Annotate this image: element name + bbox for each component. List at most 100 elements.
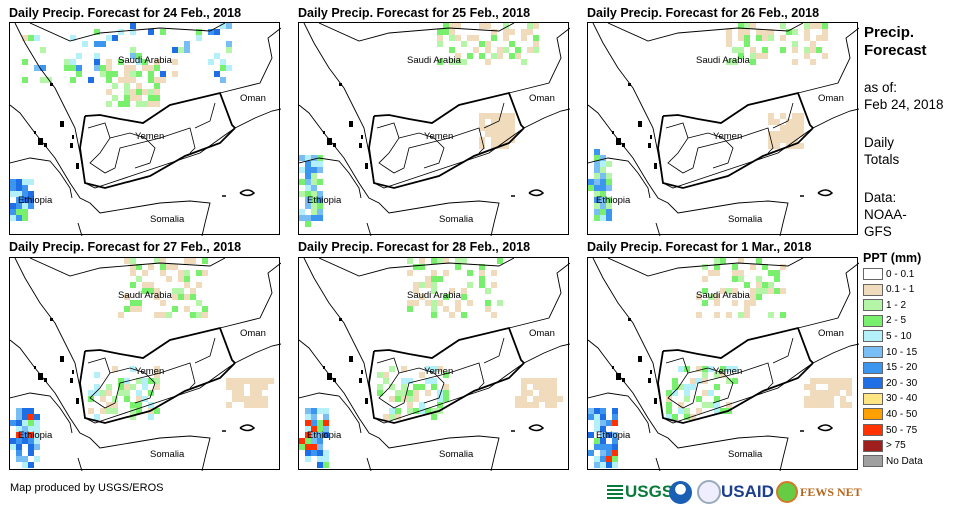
- precip-cell: [810, 396, 816, 402]
- precip-cell: [317, 191, 323, 197]
- precip-cell: [16, 185, 22, 191]
- precip-cell: [527, 29, 533, 35]
- precip-cell: [377, 384, 383, 390]
- precip-cell: [28, 438, 34, 444]
- precip-cell: [395, 396, 401, 402]
- precip-cell: [515, 396, 521, 402]
- precip-cell: [10, 444, 16, 450]
- precip-cell: [822, 53, 828, 59]
- precip-cell: [196, 300, 202, 306]
- country-label-saudi: Saudi Arabia: [696, 290, 750, 301]
- precip-cell: [503, 131, 509, 137]
- precip-cell: [142, 65, 148, 71]
- precip-cell: [515, 47, 521, 53]
- precip-cell: [130, 71, 136, 77]
- precip-cell: [702, 300, 708, 306]
- precip-cell: [10, 420, 16, 426]
- precip-cell: [792, 59, 798, 65]
- precip-cell: [750, 53, 756, 59]
- precip-cell: [762, 282, 768, 288]
- precip-cell: [136, 306, 142, 312]
- precip-cell: [16, 203, 22, 209]
- precip-cell: [612, 450, 618, 456]
- precip-cell: [756, 282, 762, 288]
- precip-cell: [16, 438, 22, 444]
- precip-cell: [485, 23, 491, 29]
- precip-cell: [437, 366, 443, 372]
- precip-cell: [431, 300, 437, 306]
- precip-cell: [455, 306, 461, 312]
- precip-cell: [250, 384, 256, 390]
- precip-cell: [768, 35, 774, 41]
- precip-cell: [142, 270, 148, 276]
- precip-cell: [220, 23, 226, 29]
- precip-cell: [497, 53, 503, 59]
- precip-cell: [810, 384, 816, 390]
- precip-cell: [533, 378, 539, 384]
- precip-cell: [34, 35, 40, 41]
- precip-cell: [467, 300, 473, 306]
- precip-cell: [124, 390, 130, 396]
- precip-cell: [696, 408, 702, 414]
- precip-cell: [726, 402, 732, 408]
- precip-cell: [684, 414, 690, 420]
- precip-cell: [449, 47, 455, 53]
- precip-cell: [600, 209, 606, 215]
- precip-cell: [34, 444, 40, 450]
- precip-cell: [34, 456, 40, 462]
- precip-cell: [413, 264, 419, 270]
- precip-cell: [262, 378, 268, 384]
- precip-cell: [551, 384, 557, 390]
- precip-cell: [184, 47, 190, 53]
- precip-cell: [232, 396, 238, 402]
- precip-cell: [708, 402, 714, 408]
- precip-cell: [118, 59, 124, 65]
- precip-cell: [94, 29, 100, 35]
- precip-cell: [178, 276, 184, 282]
- precip-cell: [822, 35, 828, 41]
- precip-cell: [407, 306, 413, 312]
- precip-cell: [323, 462, 329, 468]
- precip-cell: [678, 408, 684, 414]
- precip-cell: [557, 396, 563, 402]
- precip-cell: [389, 396, 395, 402]
- precip-cell: [311, 161, 317, 167]
- precip-cell: [551, 396, 557, 402]
- precip-cell: [178, 288, 184, 294]
- precip-cell: [503, 137, 509, 143]
- legend-swatch: [863, 424, 883, 436]
- precip-cell: [485, 41, 491, 47]
- precip-cell: [533, 47, 539, 53]
- precip-cell: [449, 29, 455, 35]
- precip-cell: [124, 89, 130, 95]
- country-label-oman: Oman: [818, 93, 844, 104]
- precip-cell: [714, 372, 720, 378]
- precip-cell: [600, 420, 606, 426]
- precip-cell: [401, 396, 407, 402]
- precip-cell: [262, 384, 268, 390]
- usaid-logo: USAID: [721, 480, 774, 504]
- precip-cell: [792, 125, 798, 131]
- precip-cell: [497, 131, 503, 137]
- precip-cell: [588, 185, 594, 191]
- precip-cell: [323, 432, 329, 438]
- precip-cell: [389, 384, 395, 390]
- precip-cell: [34, 414, 40, 420]
- precip-cell: [461, 312, 467, 318]
- precip-cell: [527, 390, 533, 396]
- precip-cell: [612, 462, 618, 468]
- legend-title: PPT (mm): [863, 251, 922, 265]
- precip-cell: [768, 29, 774, 35]
- precip-cell: [503, 119, 509, 125]
- legend-label: 0.1 - 1: [886, 284, 915, 296]
- country-label-saudi: Saudi Arabia: [118, 55, 172, 66]
- precip-cell: [503, 125, 509, 131]
- precip-cell: [798, 125, 804, 131]
- precip-cell: [22, 77, 28, 83]
- precip-cell: [16, 432, 22, 438]
- precip-cell: [226, 41, 232, 47]
- precip-cell: [612, 408, 618, 414]
- precip-cell: [413, 408, 419, 414]
- precip-cell: [28, 203, 34, 209]
- precip-cell: [166, 312, 172, 318]
